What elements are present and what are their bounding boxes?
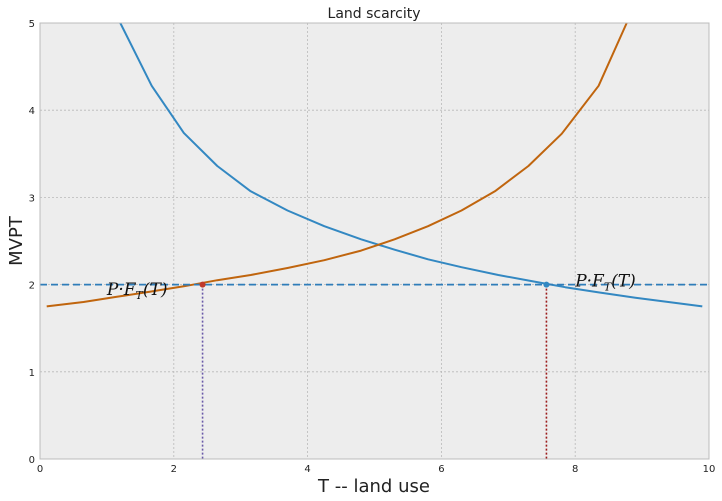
y-tick-label: 1 <box>29 368 35 379</box>
x-tick-label: 10 <box>703 464 716 475</box>
y-tick-label: 5 <box>29 19 35 30</box>
plot-frame <box>39 22 710 460</box>
y-tick-label: 3 <box>29 193 35 204</box>
intersection-point-2 <box>543 281 550 288</box>
reference-lines <box>40 283 709 459</box>
y-tick-label: 4 <box>29 106 35 117</box>
y-axis-label: MVPT <box>6 215 27 266</box>
x-tick-label: 2 <box>171 464 177 475</box>
y-tick-label: 2 <box>29 281 35 292</box>
x-tick-label: 0 <box>37 464 43 475</box>
tick-labels: 0 2 4 6 8 10 0 1 2 3 4 5 <box>29 19 716 475</box>
plot-background <box>40 23 709 459</box>
annotations: P·FT(T) P·FT(T) <box>106 271 636 302</box>
series-layer <box>46 22 703 308</box>
y-tick-label: 0 <box>29 455 35 466</box>
intersection-points <box>199 281 550 288</box>
x-tick-label: 4 <box>304 464 310 475</box>
annotation-label-1: P·FT(T) <box>106 280 168 302</box>
x-tick-label: 6 <box>438 464 444 475</box>
decreasing-curve-line <box>119 22 703 308</box>
grid <box>40 23 709 459</box>
intersection-point-1 <box>199 281 206 288</box>
annotation-label-2: P·FT(T) <box>574 271 636 293</box>
increasing-curve-line <box>46 22 628 308</box>
x-axis-label: T -- land use <box>317 476 430 497</box>
chart-title: Land scarcity <box>328 6 421 22</box>
x-tick-label: 8 <box>572 464 578 475</box>
